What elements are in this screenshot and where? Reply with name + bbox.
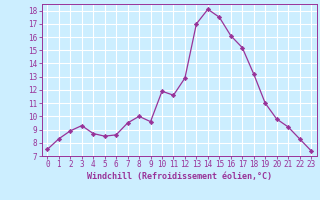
X-axis label: Windchill (Refroidissement éolien,°C): Windchill (Refroidissement éolien,°C) [87, 172, 272, 181]
